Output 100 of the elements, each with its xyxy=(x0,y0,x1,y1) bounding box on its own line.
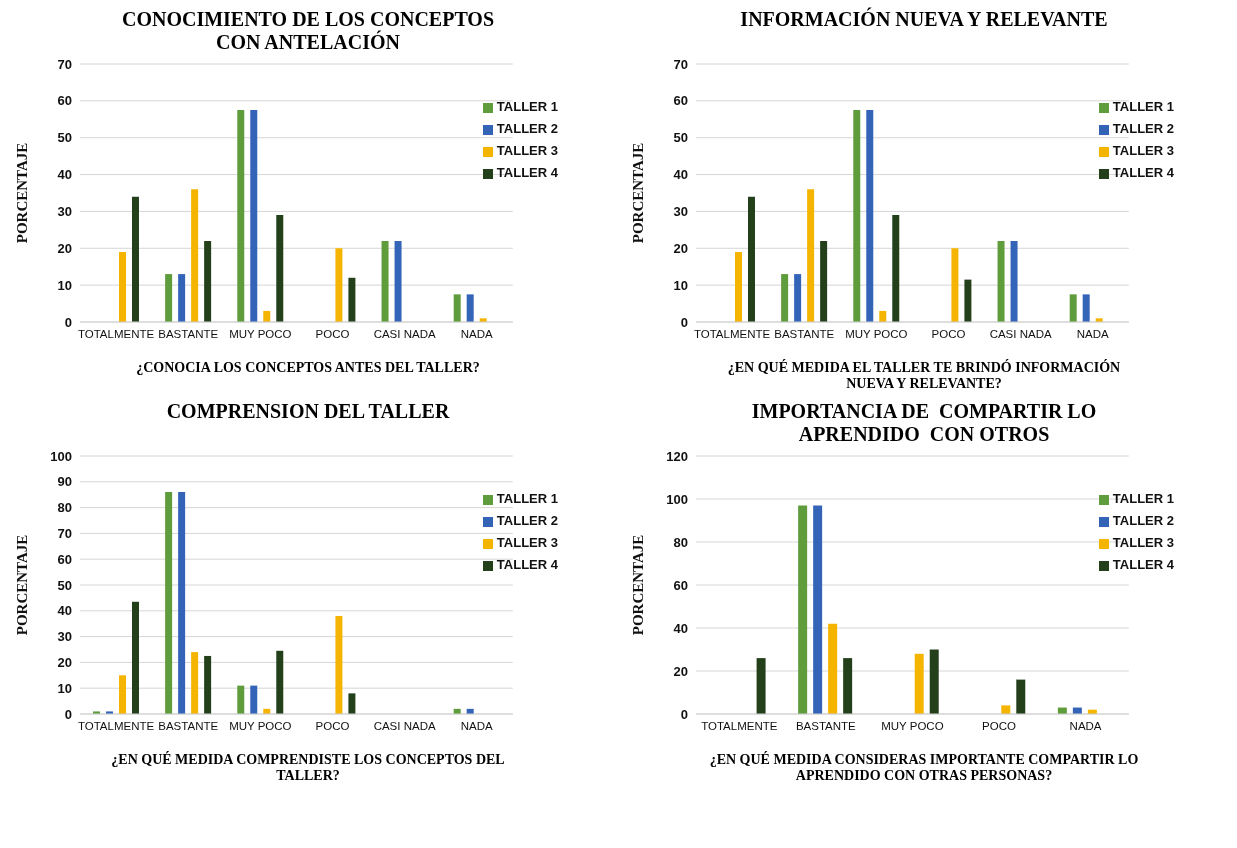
bar xyxy=(191,189,199,322)
bar xyxy=(756,658,766,714)
bar xyxy=(276,215,284,322)
bar xyxy=(820,240,828,322)
bar xyxy=(828,623,838,714)
bar xyxy=(178,492,186,714)
legend-label: TALLER 4 xyxy=(496,557,558,572)
bar xyxy=(191,652,199,714)
x-tick-label: TOTALMENTE xyxy=(701,720,778,733)
y-tick-label: 10 xyxy=(673,277,688,293)
y-tick-label: 60 xyxy=(673,577,688,593)
bar xyxy=(1016,679,1026,714)
y-tick-label: 0 xyxy=(680,706,688,722)
bar xyxy=(929,649,939,714)
bar xyxy=(335,615,343,714)
legend-label: TALLER 1 xyxy=(496,99,558,114)
bar xyxy=(348,693,356,714)
bar xyxy=(1001,705,1011,714)
x-tick-label: CASI NADA xyxy=(989,328,1052,341)
y-tick-label: 0 xyxy=(64,314,72,330)
x-tick-label: BASTANTE xyxy=(774,328,835,341)
x-tick-label: NADA xyxy=(1069,720,1102,733)
bar xyxy=(781,274,789,322)
x-axis-title: ¿CONOCIA LOS CONCEPTOS ANTES DEL TALLER? xyxy=(136,360,480,376)
x-tick-label: POCO xyxy=(315,328,350,341)
bar xyxy=(466,294,474,322)
y-tick-label: 0 xyxy=(64,706,72,722)
y-tick-label: 100 xyxy=(50,448,72,464)
y-tick-label: 50 xyxy=(57,130,72,146)
bar xyxy=(879,310,887,322)
y-tick-label: 20 xyxy=(673,663,688,679)
y-tick-label: 70 xyxy=(57,526,72,542)
bar xyxy=(381,240,389,322)
y-tick-label: 60 xyxy=(57,551,72,567)
chart-title: INFORMACIÓN NUEVA Y RELEVANTE xyxy=(740,8,1108,32)
y-axis-title: PORCENTAJE xyxy=(630,534,647,636)
x-tick-label: BASTANTE xyxy=(795,720,857,733)
legend-label: TALLER 3 xyxy=(1112,535,1174,550)
y-tick-label: 40 xyxy=(57,603,72,619)
y-tick-label: 60 xyxy=(57,93,72,109)
x-tick-label: POCO xyxy=(931,328,966,341)
bar xyxy=(237,685,245,714)
x-tick-label: CASI NADA xyxy=(373,328,436,341)
legend-label: TALLER 2 xyxy=(496,513,558,528)
bar xyxy=(250,685,258,714)
chart-title: CONOCIMIENTO DE LOS CONCEPTOS CON ANTELACIÓN xyxy=(120,8,496,55)
y-tick-label: 30 xyxy=(57,629,72,645)
bar xyxy=(204,655,212,714)
bar xyxy=(807,189,815,322)
y-axis-title: PORCENTAJE xyxy=(14,534,31,636)
x-axis-title: ¿EN QUÉ MEDIDA EL TALLER TE BRINDÓ INFORMACIÓN NUEVA Y RELEVANTE? xyxy=(726,360,1122,392)
bar xyxy=(843,658,853,714)
y-tick-label: 80 xyxy=(57,500,72,516)
bar xyxy=(1069,294,1077,322)
bar xyxy=(914,653,924,714)
bar xyxy=(951,248,959,322)
y-tick-label: 120 xyxy=(666,448,688,464)
bar xyxy=(178,274,186,322)
y-tick-label: 0 xyxy=(680,314,688,330)
chart-title: IMPORTANCIA DE COMPARTIR LO APRENDIDO CON OTROS xyxy=(750,400,1098,447)
bar xyxy=(118,675,126,714)
y-tick-label: 80 xyxy=(673,534,688,550)
x-tick-label: MUY POCO xyxy=(229,328,292,341)
bar xyxy=(335,248,343,322)
y-tick-label: 40 xyxy=(673,167,688,183)
legend-label: TALLER 2 xyxy=(1112,121,1174,136)
x-tick-label: NADA xyxy=(1076,328,1110,341)
legend-label: TALLER 1 xyxy=(1112,99,1174,114)
y-tick-label: 40 xyxy=(57,167,72,183)
y-tick-label: 30 xyxy=(673,204,688,220)
x-tick-label: TOTALMENTE xyxy=(77,720,155,733)
x-tick-label: MUY POCO xyxy=(845,328,908,341)
legend-label: TALLER 4 xyxy=(1112,165,1174,180)
x-axis-title: ¿EN QUÉ MEDIDA COMPRENDISTE LOS CONCEPTOS DEL TALLER? xyxy=(110,752,506,784)
bar xyxy=(237,110,245,322)
y-tick-label: 20 xyxy=(673,240,688,256)
legend-label: TALLER 3 xyxy=(496,535,558,550)
bar xyxy=(964,279,972,322)
y-tick-label: 90 xyxy=(57,474,72,490)
legend-label: TALLER 4 xyxy=(496,165,558,180)
legend-label: TALLER 1 xyxy=(1112,491,1174,506)
y-tick-label: 10 xyxy=(57,680,72,696)
legend-label: TALLER 3 xyxy=(1112,143,1174,158)
y-tick-label: 70 xyxy=(57,56,72,72)
bar xyxy=(131,601,139,714)
x-tick-label: POCO xyxy=(982,720,1016,733)
legend-label: TALLER 3 xyxy=(496,143,558,158)
y-tick-label: 100 xyxy=(666,491,688,507)
bar xyxy=(747,196,755,322)
x-tick-label: BASTANTE xyxy=(158,720,219,733)
x-tick-label: MUY POCO xyxy=(229,720,292,733)
bar xyxy=(131,196,139,322)
bar xyxy=(997,240,1005,322)
bar xyxy=(165,274,173,322)
x-tick-label: NADA xyxy=(460,328,494,341)
bar xyxy=(866,110,874,322)
bar xyxy=(250,110,258,322)
bar xyxy=(734,251,742,322)
y-tick-label: 50 xyxy=(57,577,72,593)
x-tick-label: CASI NADA xyxy=(373,720,436,733)
